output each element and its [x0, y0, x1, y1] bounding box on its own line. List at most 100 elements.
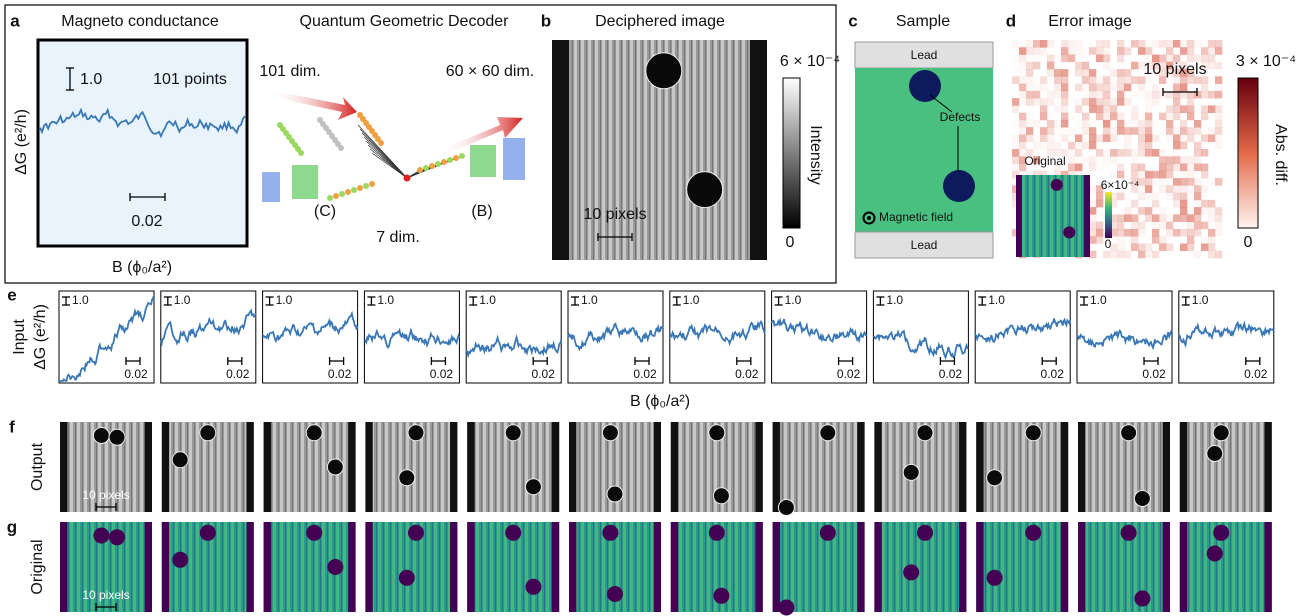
defect — [93, 528, 109, 544]
heat-cell — [1096, 113, 1103, 121]
heat-cell — [1145, 171, 1152, 179]
heat-cell — [1180, 251, 1187, 259]
heat-cell — [1152, 156, 1159, 164]
label: Sample — [896, 13, 950, 30]
heat-cell — [1082, 164, 1089, 172]
heat-cell — [1201, 84, 1208, 92]
heat-cell — [1215, 76, 1222, 84]
heat-cell — [1075, 76, 1082, 84]
heat-cell — [1180, 156, 1187, 164]
heat-cell — [1124, 40, 1131, 48]
heat-cell — [1138, 40, 1145, 48]
heat-cell — [1201, 113, 1208, 121]
heat-cell — [1096, 214, 1103, 222]
field-symbol — [867, 216, 871, 220]
heat-cell — [1194, 164, 1201, 172]
node — [351, 187, 357, 193]
defect — [903, 564, 919, 580]
defect — [399, 470, 415, 486]
heat-cell — [1131, 134, 1138, 142]
heat-cell — [1075, 62, 1082, 70]
heat-cell — [1201, 142, 1208, 150]
heat-cell — [1026, 127, 1033, 135]
heat-cell — [1152, 236, 1159, 244]
heat-cell — [1166, 113, 1173, 121]
node — [357, 185, 363, 191]
heat-cell — [1173, 98, 1180, 106]
heat-cell — [1110, 113, 1117, 121]
heat-cell — [1082, 98, 1089, 106]
image-side — [1061, 522, 1068, 612]
label: Error image — [1048, 13, 1132, 30]
heat-cell — [1145, 251, 1152, 259]
image-side — [264, 522, 271, 612]
heat-cell — [1173, 127, 1180, 135]
heat-cell — [1215, 84, 1222, 92]
heat-cell — [1054, 98, 1061, 106]
heat-cell — [1180, 171, 1187, 179]
label: 1.0 — [683, 293, 700, 307]
heat-cell — [1159, 251, 1166, 259]
heat-cell — [1152, 178, 1159, 186]
heat-cell — [1117, 164, 1124, 172]
heat-cell — [1166, 214, 1173, 222]
heat-cell — [1124, 193, 1131, 201]
node — [435, 161, 441, 167]
heat-cell — [1145, 113, 1152, 121]
heat-cell — [1075, 149, 1082, 157]
heat-cell — [1173, 134, 1180, 142]
label: Input — [11, 319, 28, 355]
heat-cell — [1152, 164, 1159, 172]
heat-cell — [1187, 222, 1194, 230]
heat-cell — [1075, 164, 1082, 172]
image-side — [552, 422, 559, 512]
node — [423, 165, 429, 171]
label: 1.0 — [479, 293, 496, 307]
heat-cell — [1131, 105, 1138, 113]
heat-cell — [1033, 76, 1040, 84]
heat-cell — [1138, 127, 1145, 135]
heat-cell — [1012, 113, 1019, 121]
heat-cell — [1054, 91, 1061, 99]
heat-cell — [1089, 156, 1096, 164]
heat-cell — [1201, 193, 1208, 201]
heat-cell — [1194, 207, 1201, 215]
heat-cell — [1194, 134, 1201, 142]
heat-cell — [1159, 47, 1166, 55]
heat-cell — [1089, 142, 1096, 150]
heat-cell — [1103, 251, 1110, 259]
label: Quantum Geometric Decoder — [300, 13, 510, 30]
heat-cell — [1201, 47, 1208, 55]
heat-cell — [1110, 156, 1117, 164]
defect — [200, 425, 216, 441]
heat-cell — [1215, 55, 1222, 63]
defect — [713, 488, 729, 504]
heat-cell — [1187, 243, 1194, 251]
heat-cell — [1096, 127, 1103, 135]
heat-cell — [1187, 200, 1194, 208]
heat-cell — [1096, 236, 1103, 244]
heat-cell — [1096, 156, 1103, 164]
heat-cell — [1173, 113, 1180, 121]
heat-cell — [1089, 105, 1096, 113]
heat-cell — [1194, 214, 1201, 222]
heat-cell — [1012, 40, 1019, 48]
image-side — [874, 422, 881, 512]
heat-cell — [1089, 214, 1096, 222]
heat-cell — [1117, 193, 1124, 201]
heat-cell — [1124, 164, 1131, 172]
heat-cell — [1131, 236, 1138, 244]
heat-cell — [1103, 62, 1110, 70]
label: 0.02 — [430, 367, 454, 381]
image-side — [365, 422, 372, 512]
heat-cell — [1215, 243, 1222, 251]
heat-cell — [1054, 120, 1061, 128]
label: 101 points — [153, 71, 227, 88]
heat-cell — [1026, 62, 1033, 70]
heat-cell — [1215, 91, 1222, 99]
heat-cell — [1117, 55, 1124, 63]
heat-cell — [1180, 243, 1187, 251]
heat-cell — [1019, 55, 1026, 63]
heat-cell — [1152, 105, 1159, 113]
heat-cell — [1173, 207, 1180, 215]
